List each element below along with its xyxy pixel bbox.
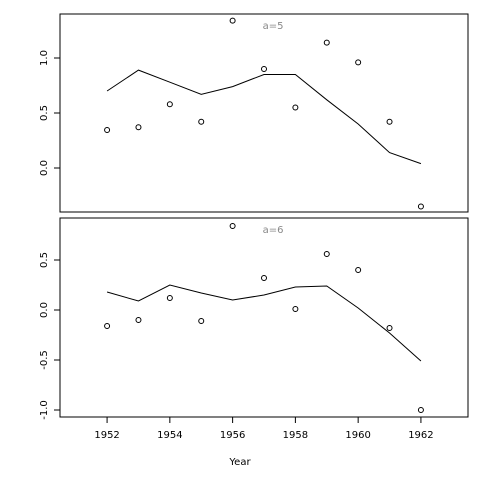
data-point [229,223,236,229]
y-tick-label: -0.5 [39,350,50,370]
x-tick-label: 1956 [220,430,245,441]
y-tick-label: 0.5 [39,252,50,268]
data-point [292,104,299,111]
data-point [386,118,393,125]
x-tick-label: 1960 [345,430,370,441]
data-point [104,323,111,329]
data-point [229,17,236,24]
data-point [166,295,173,301]
data-point [104,127,111,134]
data-line [106,284,422,362]
panel-title: a=5 [263,21,284,32]
y-tick-label: 0.5 [39,105,50,121]
y-tick-label: 1.0 [39,50,50,66]
data-point [355,267,362,273]
data-point [198,318,205,324]
panel-frame [59,217,469,418]
data-point [292,306,299,312]
x-tick-label: 1952 [94,430,119,441]
panel-frame [59,13,469,213]
data-point [355,59,362,66]
panel-title: a=6 [263,225,284,236]
x-axis-label: Year [228,457,251,468]
data-line [106,69,422,165]
data-point [417,203,424,210]
data-point [198,118,205,125]
y-tick-label: 0.0 [39,160,50,176]
data-point [261,275,267,281]
x-tick-label: 1954 [157,430,182,441]
x-tick-label: 1962 [408,430,433,441]
data-point [323,39,330,46]
y-tick-label: -1.0 [39,400,50,420]
data-point [135,317,142,323]
x-tick-label: 1958 [283,430,308,441]
data-point [386,325,393,331]
data-point [323,251,330,257]
data-point [417,407,424,413]
data-point [166,101,173,108]
y-tick-label: 0.0 [39,302,50,318]
data-point [135,124,142,131]
data-point [261,66,267,72]
